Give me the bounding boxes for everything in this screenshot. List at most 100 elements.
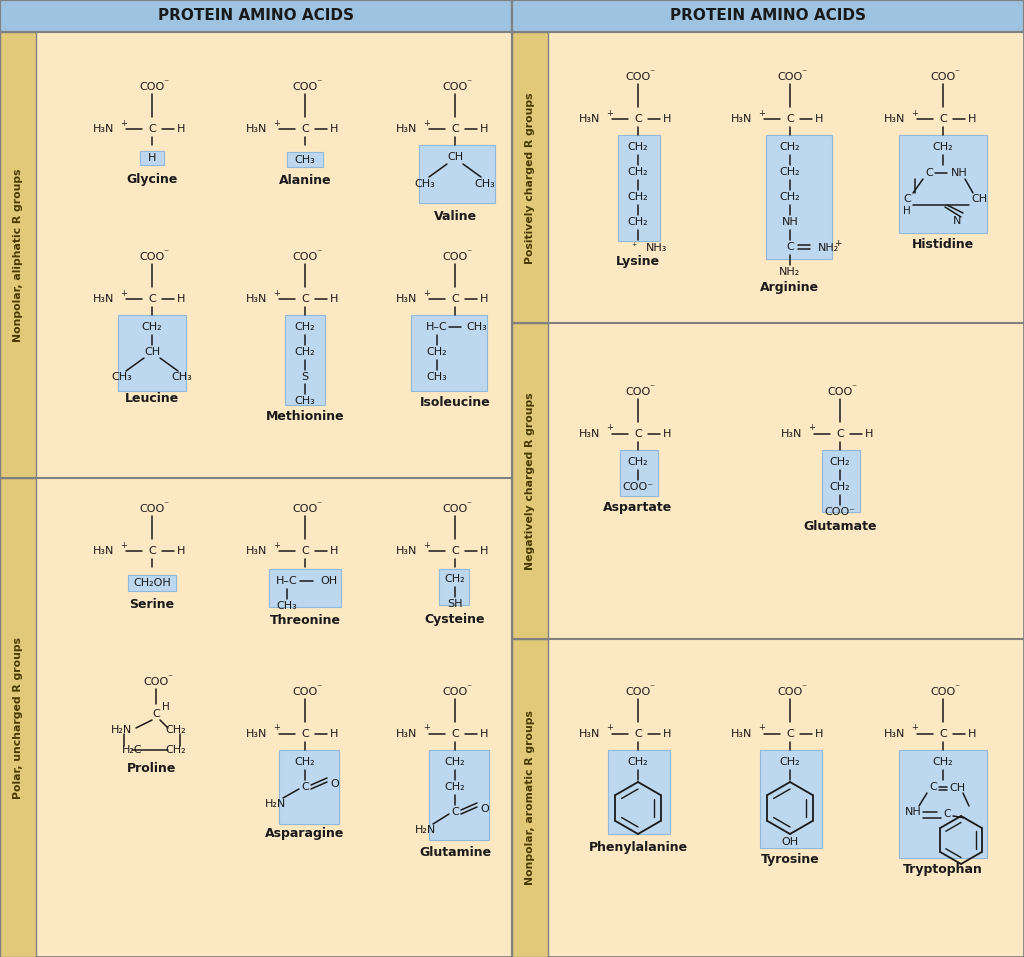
Text: +: + bbox=[911, 723, 919, 732]
Text: H: H bbox=[903, 206, 911, 216]
Text: C: C bbox=[939, 729, 947, 739]
Text: H: H bbox=[865, 429, 873, 439]
Text: C: C bbox=[452, 807, 459, 817]
Text: H₂N: H₂N bbox=[111, 725, 132, 735]
Bar bbox=[760, 750, 822, 848]
Text: CH₂: CH₂ bbox=[295, 347, 315, 357]
Text: C: C bbox=[786, 114, 794, 124]
Text: COO⁻: COO⁻ bbox=[824, 507, 856, 517]
Bar bbox=[419, 145, 495, 203]
Bar bbox=[899, 750, 987, 858]
Text: CH₂: CH₂ bbox=[779, 192, 801, 202]
Text: H: H bbox=[968, 114, 976, 124]
Text: CH: CH bbox=[446, 152, 463, 162]
Text: CH₂: CH₂ bbox=[779, 757, 801, 767]
Text: NH₂: NH₂ bbox=[818, 243, 840, 253]
Text: CH₂: CH₂ bbox=[444, 574, 465, 584]
Text: H: H bbox=[815, 114, 823, 124]
Text: Aspartate: Aspartate bbox=[603, 501, 673, 514]
Text: H: H bbox=[330, 546, 338, 556]
Text: CH₂: CH₂ bbox=[295, 322, 315, 332]
Text: +: + bbox=[424, 288, 430, 298]
Text: COO: COO bbox=[442, 252, 468, 262]
Text: PROTEIN AMINO ACIDS: PROTEIN AMINO ACIDS bbox=[670, 9, 866, 24]
Text: +: + bbox=[424, 541, 430, 549]
Text: ⁻: ⁻ bbox=[851, 383, 856, 393]
Bar bbox=[899, 135, 987, 233]
Text: H: H bbox=[177, 124, 185, 134]
Text: H₃N: H₃N bbox=[579, 729, 600, 739]
Text: H₃N: H₃N bbox=[246, 124, 267, 134]
Text: CH₂OH: CH₂OH bbox=[133, 578, 171, 588]
Text: +: + bbox=[121, 119, 127, 127]
Bar bbox=[439, 569, 469, 605]
Text: H₃N: H₃N bbox=[731, 114, 752, 124]
Text: OH: OH bbox=[781, 837, 799, 847]
Text: ⁻: ⁻ bbox=[467, 248, 472, 258]
Text: +: + bbox=[759, 108, 765, 118]
Text: Isoleucine: Isoleucine bbox=[420, 395, 490, 409]
Text: H₂N: H₂N bbox=[264, 799, 286, 809]
Text: COO⁻: COO⁻ bbox=[623, 482, 653, 492]
Text: CH: CH bbox=[144, 347, 160, 357]
Text: Lysine: Lysine bbox=[616, 255, 660, 268]
Text: CH₂: CH₂ bbox=[933, 757, 953, 767]
Bar bbox=[766, 135, 831, 259]
Text: H₃N: H₃N bbox=[395, 124, 417, 134]
Text: SH: SH bbox=[447, 599, 463, 609]
Text: H₃N: H₃N bbox=[579, 429, 600, 439]
Text: COO: COO bbox=[626, 72, 650, 82]
Text: COO: COO bbox=[626, 387, 650, 397]
Text: CH: CH bbox=[971, 194, 987, 204]
Text: Tyrosine: Tyrosine bbox=[761, 854, 819, 866]
Text: C: C bbox=[301, 782, 309, 792]
Text: C: C bbox=[148, 546, 156, 556]
Text: +: + bbox=[121, 288, 127, 298]
Text: ⁻: ⁻ bbox=[802, 683, 807, 693]
Text: H: H bbox=[330, 124, 338, 134]
Text: ⁻: ⁻ bbox=[467, 78, 472, 88]
Text: H: H bbox=[177, 546, 185, 556]
Text: H₃N: H₃N bbox=[780, 429, 802, 439]
Text: CH₂: CH₂ bbox=[141, 322, 163, 332]
Text: CH₂: CH₂ bbox=[628, 142, 648, 152]
Text: COO: COO bbox=[442, 504, 468, 514]
Text: COO: COO bbox=[777, 687, 803, 697]
Text: Glutamate: Glutamate bbox=[803, 520, 877, 532]
Text: COO: COO bbox=[139, 82, 165, 92]
Text: Nonpolar, aliphatic R groups: Nonpolar, aliphatic R groups bbox=[13, 168, 23, 342]
Text: CH₂: CH₂ bbox=[427, 347, 447, 357]
Text: Asparagine: Asparagine bbox=[265, 828, 345, 840]
Text: Leucine: Leucine bbox=[125, 392, 179, 406]
Text: H: H bbox=[480, 546, 488, 556]
Text: Arginine: Arginine bbox=[761, 280, 819, 294]
Text: C: C bbox=[837, 429, 844, 439]
Text: +: + bbox=[606, 723, 613, 732]
Text: CH₃: CH₃ bbox=[427, 372, 447, 382]
Text: PROTEIN AMINO ACIDS: PROTEIN AMINO ACIDS bbox=[158, 9, 354, 24]
Text: H: H bbox=[480, 294, 488, 304]
Bar bbox=[0, 478, 36, 957]
Text: COO: COO bbox=[931, 687, 955, 697]
Text: C: C bbox=[903, 194, 911, 204]
Text: H: H bbox=[330, 729, 338, 739]
Text: CH₂: CH₂ bbox=[829, 482, 850, 492]
Text: ⁻: ⁻ bbox=[164, 248, 169, 258]
Text: CH₂: CH₂ bbox=[166, 725, 186, 735]
Text: ⁻: ⁻ bbox=[164, 78, 169, 88]
Text: CH₃: CH₃ bbox=[467, 322, 487, 332]
Text: CH₃: CH₃ bbox=[295, 396, 315, 406]
Text: COO: COO bbox=[777, 72, 803, 82]
Text: C: C bbox=[634, 114, 642, 124]
Text: H: H bbox=[815, 729, 823, 739]
Bar bbox=[0, 0, 512, 32]
Text: C: C bbox=[925, 168, 933, 178]
Text: ⁻: ⁻ bbox=[467, 500, 472, 510]
Text: O: O bbox=[331, 779, 339, 789]
Text: OH: OH bbox=[321, 576, 338, 586]
Text: H: H bbox=[663, 114, 671, 124]
Text: COO: COO bbox=[442, 82, 468, 92]
Bar bbox=[512, 639, 548, 957]
Text: C: C bbox=[939, 114, 947, 124]
Text: CH₂: CH₂ bbox=[166, 745, 186, 755]
